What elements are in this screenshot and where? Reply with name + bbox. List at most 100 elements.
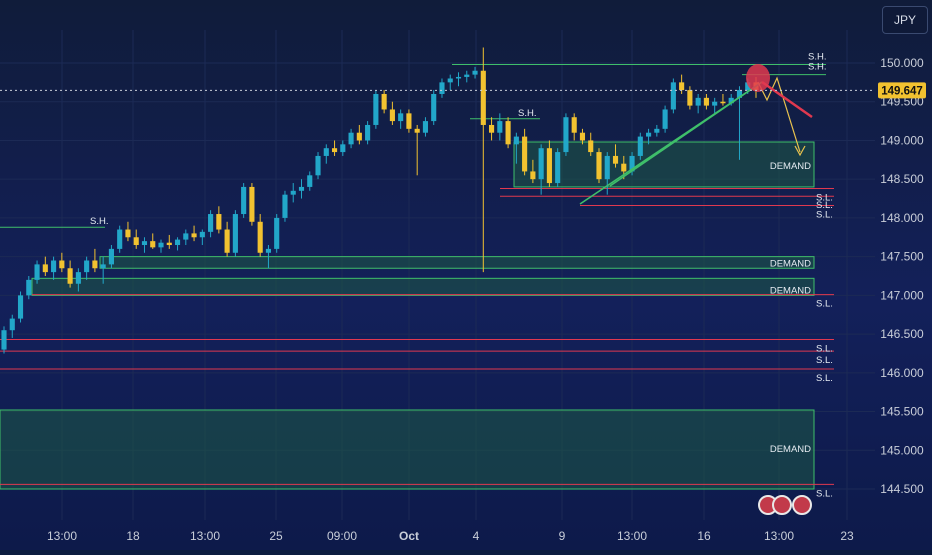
candle-body xyxy=(654,128,660,133)
economic-event-icons[interactable] xyxy=(758,495,812,515)
price-tick-label: 146.500 xyxy=(880,327,924,341)
price-axis[interactable]: 150.000149.500149.000148.500148.000147.5… xyxy=(880,56,924,496)
candle-body xyxy=(389,109,395,122)
candle-body xyxy=(282,194,288,218)
candle-body xyxy=(555,152,561,184)
candle-body xyxy=(199,231,205,238)
candle-body xyxy=(75,272,81,284)
candle-body xyxy=(150,241,156,248)
candle-body xyxy=(331,148,338,153)
candle-body xyxy=(588,140,594,153)
stop-loss-label: S.L. xyxy=(816,355,833,366)
swing-high-label: S.H. xyxy=(90,216,108,227)
currency-selector[interactable]: JPY xyxy=(882,6,928,34)
candle-body xyxy=(158,242,164,248)
price-tick-label: 144.500 xyxy=(880,482,924,496)
stop-loss-label: S.L. xyxy=(816,344,833,355)
candle-body xyxy=(348,132,354,145)
candle-body xyxy=(563,117,569,153)
candle-body xyxy=(84,260,90,273)
time-tick-label: 16 xyxy=(697,529,711,543)
candle-body xyxy=(670,82,676,110)
time-axis[interactable]: 13:00 18 13:00 25 09:00 Oct 4 9 13:00 16 13:00 23 xyxy=(47,529,854,543)
candle-body xyxy=(546,148,552,184)
highlight-circle xyxy=(746,64,770,92)
flag-icon[interactable] xyxy=(772,495,792,515)
time-tick-label: 13:00 xyxy=(190,529,220,543)
price-tick-label: 145.500 xyxy=(880,405,924,419)
candle-body xyxy=(414,128,420,133)
candle-body xyxy=(257,221,263,253)
candle-body xyxy=(208,214,214,232)
candle-body xyxy=(117,229,123,249)
time-tick-label: 25 xyxy=(269,529,283,543)
price-tick-label: 147.000 xyxy=(880,288,924,302)
candle-body xyxy=(315,155,321,176)
candle-body xyxy=(439,82,445,94)
level-lines xyxy=(0,64,834,485)
swing-high-label: S.H. xyxy=(808,52,826,63)
candle-body xyxy=(464,74,470,77)
candle-body xyxy=(637,136,643,156)
candle-body xyxy=(298,186,305,191)
candle-body xyxy=(629,155,635,172)
candle-body xyxy=(67,268,73,284)
candle-body xyxy=(712,101,718,106)
flag-icon[interactable] xyxy=(792,495,812,515)
stop-loss-label: S.L. xyxy=(816,192,833,203)
candle-body xyxy=(42,264,48,273)
candle-body xyxy=(621,163,627,172)
candle-body xyxy=(265,248,272,253)
candle-body xyxy=(166,242,172,246)
candle-body xyxy=(612,155,619,164)
candle-body xyxy=(431,93,437,122)
price-tick-label: 150.000 xyxy=(880,56,924,70)
candle-body xyxy=(480,70,486,125)
candle-body xyxy=(1,330,7,350)
price-tick-label: 148.000 xyxy=(880,211,924,225)
candlesticks xyxy=(1,47,759,354)
candle-body xyxy=(522,136,528,172)
candle-body xyxy=(224,229,230,253)
candle-body xyxy=(505,121,511,145)
candle-body xyxy=(9,318,15,331)
time-tick-label: 13:00 xyxy=(47,529,77,543)
candle-body xyxy=(108,248,114,265)
candle-body xyxy=(17,295,24,319)
candle-body xyxy=(579,132,586,141)
candle-body xyxy=(34,264,40,280)
stop-loss-label: S.L. xyxy=(816,200,833,211)
stop-loss-label: S.L. xyxy=(816,488,833,499)
trend-drawings xyxy=(579,64,813,205)
candle-body xyxy=(596,152,602,180)
candle-body xyxy=(538,148,544,180)
candle-body xyxy=(290,190,296,195)
candle-body xyxy=(323,148,329,156)
demand-zone xyxy=(99,256,815,269)
candle-body xyxy=(406,113,412,129)
candle-body xyxy=(183,233,189,240)
stop-loss-label: S.L. xyxy=(816,299,833,310)
candle-body xyxy=(100,264,106,269)
candle-body xyxy=(59,260,65,269)
time-tick-label: 9 xyxy=(559,529,566,543)
candle-body xyxy=(141,241,148,246)
candle-body xyxy=(695,97,701,106)
candle-body xyxy=(488,124,495,133)
trendline-mid xyxy=(609,81,763,187)
candle-body xyxy=(232,214,238,253)
candle-body xyxy=(736,90,743,98)
stop-loss-label: S.L. xyxy=(816,210,833,221)
candle-body xyxy=(373,93,379,125)
candle-body xyxy=(646,132,652,137)
time-tick-label: 13:00 xyxy=(764,529,794,543)
candle-body xyxy=(356,132,362,141)
candle-body xyxy=(241,186,247,215)
candle-body xyxy=(249,186,255,222)
price-tick-label: 147.500 xyxy=(880,250,924,264)
candle-body xyxy=(26,279,32,296)
candle-body xyxy=(422,121,429,133)
demand-zones xyxy=(0,141,815,490)
